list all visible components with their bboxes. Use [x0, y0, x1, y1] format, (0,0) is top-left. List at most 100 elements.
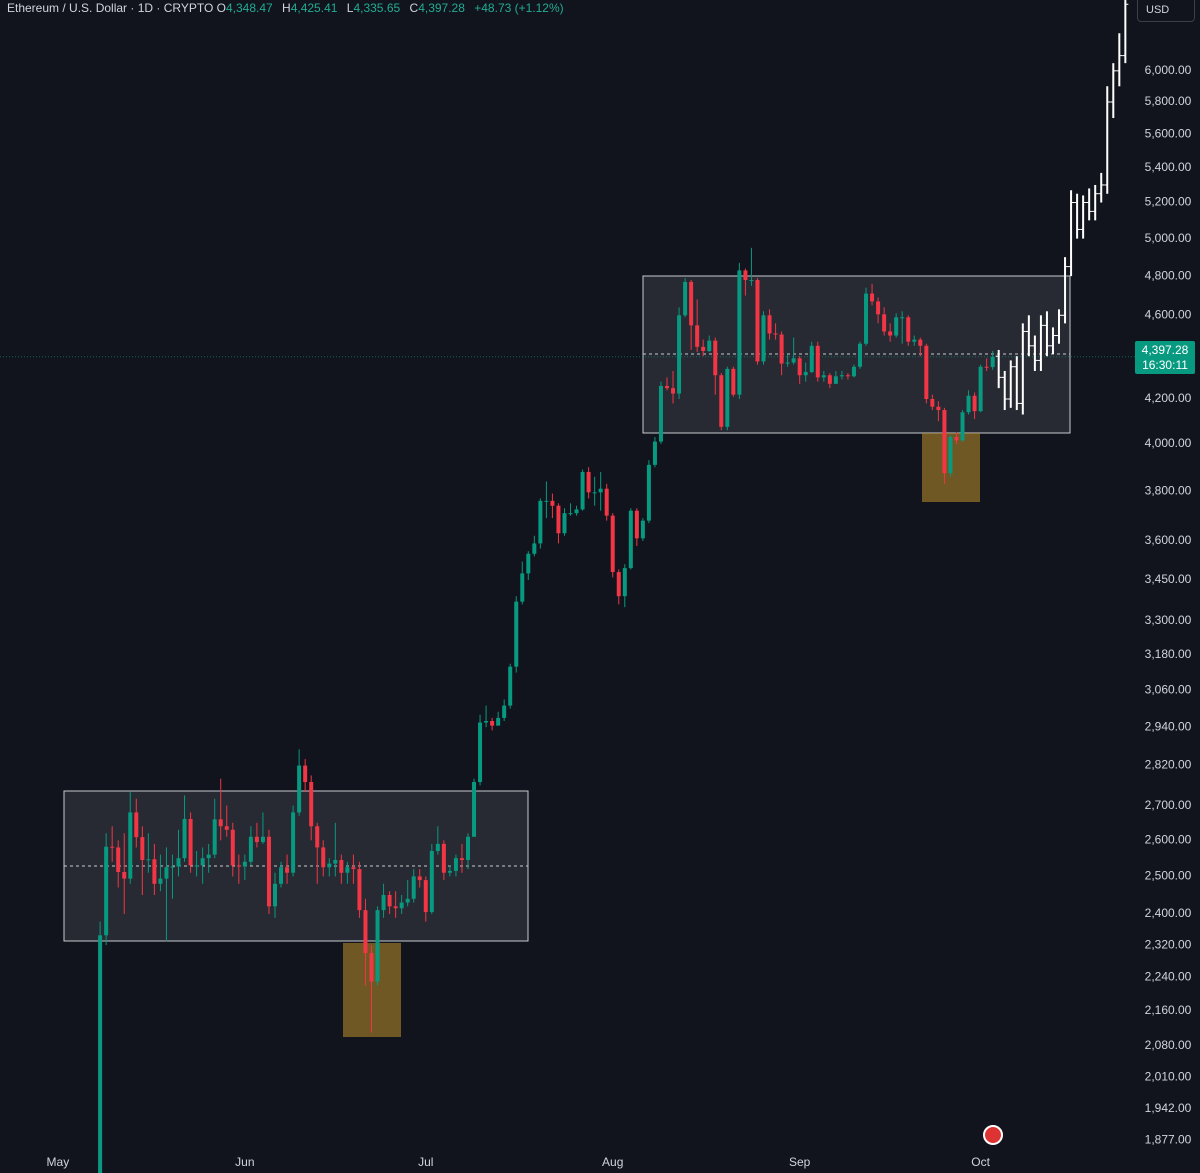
candle-body [502, 705, 507, 718]
candle-body [459, 858, 464, 860]
candle-body [833, 376, 838, 384]
candle-body [176, 858, 181, 867]
candle-body [345, 867, 350, 873]
candle-body [683, 281, 688, 316]
candle-body [888, 331, 893, 336]
y-tick-label: 3,180.00 [1145, 647, 1192, 661]
candle-body [369, 953, 374, 982]
candle-body [906, 317, 911, 342]
candle-body [315, 826, 320, 848]
ohlc-label: C [409, 1, 419, 15]
y-tick-label: 4,000.00 [1145, 436, 1192, 450]
candle-body [508, 666, 513, 706]
candle-body [586, 471, 591, 493]
candle-body [918, 339, 923, 346]
candle-body [230, 829, 235, 866]
candle-body [110, 846, 115, 848]
candle-body [966, 395, 971, 413]
countdown: 16:30:11 [1142, 357, 1188, 372]
candle-body [773, 333, 778, 335]
y-tick-label: 2,940.00 [1145, 719, 1192, 733]
candle-body [580, 471, 585, 510]
candle-body [279, 867, 284, 884]
candle-body [532, 543, 537, 554]
candle-body [707, 340, 712, 352]
last-price-label: 4,397.28 16:30:11 [1135, 340, 1195, 374]
ohlc-label: O [216, 1, 226, 15]
candle-body [309, 782, 314, 827]
candle-body [815, 345, 820, 378]
y-tick-label: 5,000.00 [1145, 231, 1192, 245]
symbol: Ethereum / U.S. Dollar · 1D · CRYPTO [7, 1, 214, 15]
candle-body [912, 339, 917, 342]
candle-body [671, 388, 676, 394]
candle-body [948, 437, 953, 474]
candle-body [303, 765, 308, 783]
candle-body [496, 717, 501, 726]
y-tick-label: 2,320.00 [1145, 937, 1192, 951]
range-box [63, 790, 529, 942]
candle-body [978, 366, 983, 412]
candle-body [851, 366, 856, 377]
candle-body [930, 399, 935, 407]
candle-body [803, 372, 808, 376]
y-tick-label: 2,160.00 [1145, 1003, 1192, 1017]
candle-body [610, 515, 615, 573]
candle-body [98, 935, 103, 1173]
candle-body [797, 358, 802, 376]
y-tick-label: 2,010.00 [1145, 1069, 1192, 1083]
ohlc-label: L [346, 1, 354, 15]
candle-body [357, 869, 362, 911]
y-tick-label: 3,600.00 [1145, 533, 1192, 547]
candle-body [900, 317, 905, 319]
y-tick-label: 1,942.00 [1145, 1101, 1192, 1115]
y-tick-label: 2,600.00 [1145, 832, 1192, 846]
y-tick-label: 2,500.00 [1145, 869, 1192, 883]
candle-body [652, 441, 657, 465]
candle-body [478, 722, 483, 783]
change: +48.73 (+1.12%) [474, 1, 564, 15]
candle-body [387, 894, 392, 907]
candle-body [870, 293, 875, 302]
candle-body [568, 513, 573, 515]
candle-body [224, 826, 229, 830]
candle-body [333, 859, 338, 864]
candle-body [321, 847, 326, 868]
candle-body [411, 876, 416, 899]
currency-button[interactable]: USD [1137, 0, 1195, 22]
candle-body [490, 720, 495, 726]
candle-body [990, 356, 995, 368]
ohlc-label: H [282, 1, 291, 15]
candle-body [954, 437, 959, 441]
candle-body [640, 520, 645, 539]
candle-body [984, 366, 989, 368]
candle-body [128, 812, 133, 879]
candle-body [423, 880, 428, 913]
candle-body [665, 385, 670, 389]
y-tick-label: 2,080.00 [1145, 1038, 1192, 1052]
candle-body [472, 782, 477, 837]
candle-body [260, 836, 265, 843]
candle-body [146, 859, 151, 861]
candle-body [713, 340, 718, 376]
candle-body [562, 513, 567, 534]
candle-body [381, 894, 386, 911]
candle-body [170, 866, 175, 868]
candle-body [882, 314, 887, 332]
candle-body [689, 281, 694, 326]
y-tick-label: 1,877.00 [1145, 1132, 1192, 1146]
x-tick-label: Aug [602, 1155, 623, 1169]
y-tick-label: 3,060.00 [1145, 683, 1192, 697]
candle-body [876, 301, 881, 315]
y-tick-label: 5,600.00 [1145, 126, 1192, 140]
x-tick-label: Jun [235, 1155, 254, 1169]
candle-body [429, 850, 434, 913]
y-tick-label: 2,820.00 [1145, 758, 1192, 772]
x-tick-label: Jul [418, 1155, 433, 1169]
event-icon[interactable] [983, 1125, 1003, 1145]
candle-body [725, 368, 730, 427]
candle-body [285, 867, 290, 873]
candle-body [520, 573, 525, 602]
y-tick-label: 4,200.00 [1145, 391, 1192, 405]
x-tick-label: Sep [789, 1155, 811, 1169]
